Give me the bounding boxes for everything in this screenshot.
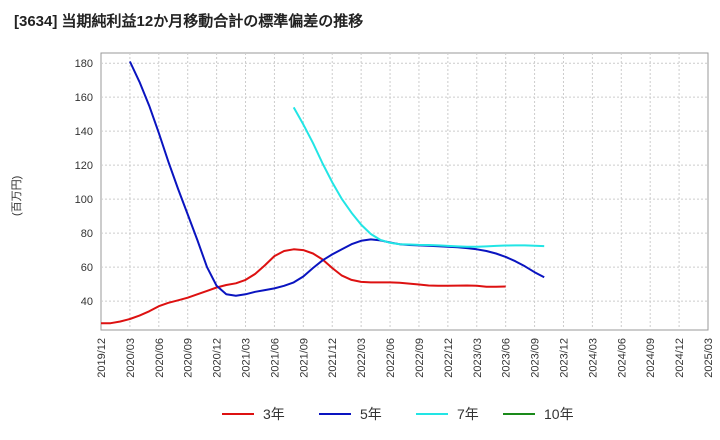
y-tick-label: 120 bbox=[75, 160, 93, 172]
x-tick-label: 2020/03 bbox=[125, 338, 137, 378]
series-line-1 bbox=[128, 61, 545, 297]
x-tick-label: 2020/06 bbox=[154, 338, 166, 378]
y-tick-label: 80 bbox=[81, 228, 93, 240]
grid-lines bbox=[101, 53, 708, 330]
series-line-2 bbox=[292, 106, 545, 248]
plot-area bbox=[100, 52, 709, 331]
x-tick-label: 2021/09 bbox=[298, 338, 310, 378]
x-tick-label: 2021/06 bbox=[269, 338, 281, 378]
legend-label-1: 5年 bbox=[360, 406, 382, 422]
x-tick-label: 2023/06 bbox=[501, 338, 513, 378]
series-lines bbox=[101, 61, 545, 325]
x-tick-label: 2024/06 bbox=[616, 338, 628, 378]
series-line-0 bbox=[101, 248, 506, 325]
x-tick-label: 2024/03 bbox=[587, 338, 599, 378]
x-tick-label: 2023/03 bbox=[472, 338, 484, 378]
y-tick-label: 40 bbox=[81, 296, 93, 308]
x-tick-label: 2022/03 bbox=[356, 338, 368, 378]
y-tick-label: 140 bbox=[75, 126, 93, 138]
x-axis-ticks: 2019/12 2020/03 2020/06 2020/09 2020/12 2021/… bbox=[96, 338, 715, 378]
y-tick-label: 100 bbox=[75, 194, 93, 206]
chart-title: [3634] 当期純利益12か月移動合計の標準偏差の推移 bbox=[14, 13, 364, 30]
y-tick-label: 180 bbox=[75, 58, 93, 70]
x-tick-label: 2020/12 bbox=[212, 338, 224, 378]
x-tick-label: 2020/09 bbox=[183, 338, 195, 378]
legend: 3年 5年 7年 10年 bbox=[222, 406, 574, 422]
x-tick-label: 2024/12 bbox=[674, 338, 686, 378]
y-axis-ticks: 40 60 80 100 120 140 160 180 bbox=[75, 58, 93, 308]
x-tick-label: 2022/12 bbox=[443, 338, 455, 378]
x-tick-label: 2025/03 bbox=[703, 338, 715, 378]
x-tick-label: 2023/09 bbox=[530, 338, 542, 378]
x-tick-label: 2021/12 bbox=[327, 338, 339, 378]
x-tick-label: 2023/12 bbox=[558, 338, 570, 378]
y-tick-label: 60 bbox=[81, 262, 93, 274]
x-tick-label: 2019/12 bbox=[96, 338, 108, 378]
x-tick-label: 2022/09 bbox=[414, 338, 426, 378]
legend-label-2: 7年 bbox=[457, 406, 479, 422]
y-tick-label: 160 bbox=[75, 92, 93, 104]
x-tick-label: 2021/03 bbox=[241, 338, 253, 378]
x-tick-label: 2024/09 bbox=[645, 338, 657, 378]
legend-label-0: 3年 bbox=[263, 406, 285, 422]
x-tick-label: 2022/06 bbox=[385, 338, 397, 378]
legend-label-3: 10年 bbox=[544, 406, 574, 422]
